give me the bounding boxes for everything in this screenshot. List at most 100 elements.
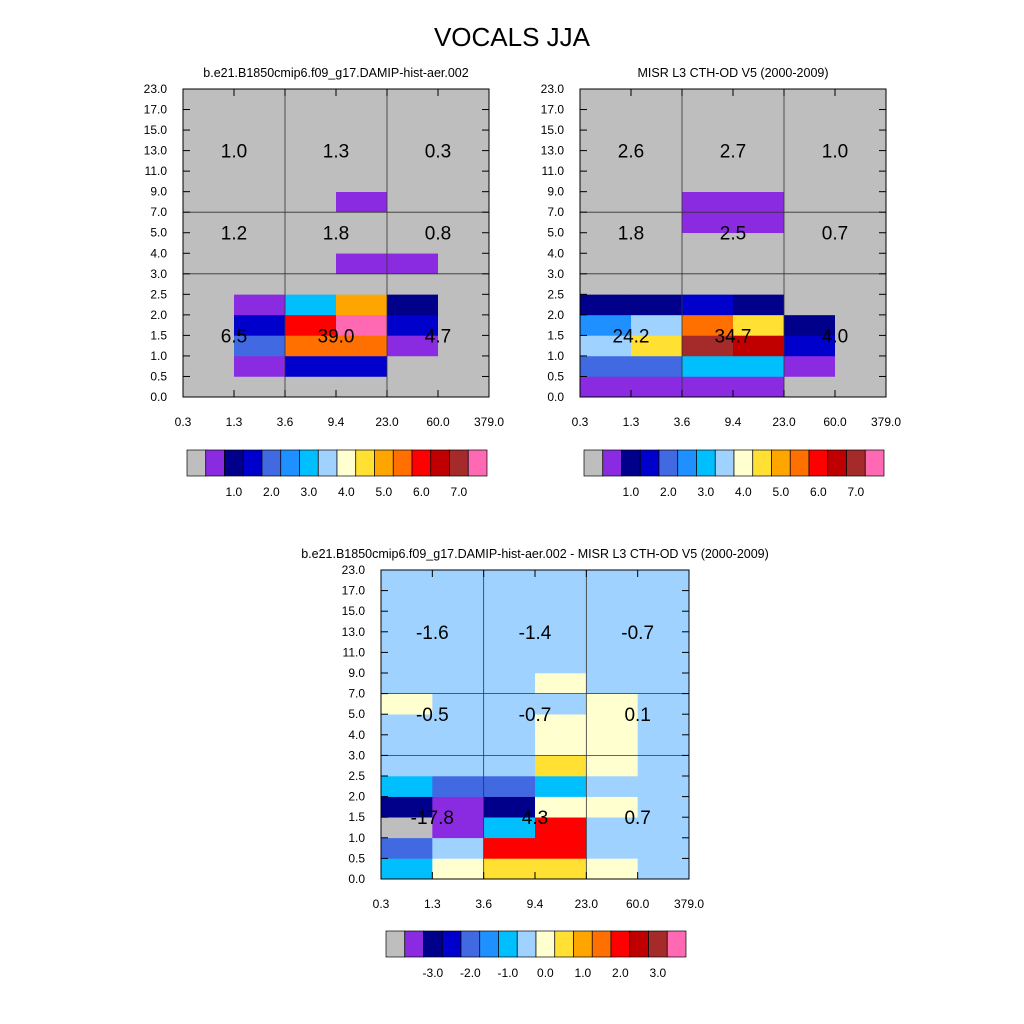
y-tick-label: 0.5 <box>348 851 365 865</box>
figure-title: VOCALS JJA <box>434 22 591 52</box>
colorbar-label: 2.0 <box>612 966 629 980</box>
x-tick-label: 3.6 <box>277 415 294 429</box>
heatmap-cell <box>631 273 683 295</box>
heatmap-cell <box>682 376 734 398</box>
colorbar-label: 2.0 <box>263 485 280 499</box>
heatmap-cell <box>580 376 632 398</box>
heatmap-cell <box>432 858 484 880</box>
region-value-label: 4.0 <box>822 326 848 347</box>
heatmap-cell <box>438 150 490 172</box>
heatmap-cell <box>387 355 439 377</box>
heatmap-cell <box>682 335 734 357</box>
heatmap-cell <box>784 376 836 398</box>
x-tick-label: 1.3 <box>226 415 243 429</box>
region-value-label: -0.5 <box>416 705 449 726</box>
heatmap-cell <box>381 631 433 653</box>
heatmap-cell <box>336 253 388 275</box>
colorbar-swatch <box>621 449 641 477</box>
heatmap-cell <box>387 109 439 131</box>
colorbar-swatch <box>808 449 829 477</box>
y-tick-label: 1.0 <box>547 349 564 363</box>
x-tick-label: 3.6 <box>674 415 691 429</box>
heatmap-cell <box>483 611 536 633</box>
colorbar-label: 4.0 <box>338 485 355 499</box>
heatmap-cell <box>336 232 388 254</box>
heatmap-cell <box>285 212 337 234</box>
heatmap-cell <box>432 817 484 839</box>
heatmap-cell <box>381 652 433 674</box>
heatmap-cell <box>387 150 439 172</box>
heatmap-cell <box>580 191 632 213</box>
colorbar-swatch <box>733 449 754 477</box>
heatmap-cell <box>586 673 638 694</box>
colorbar-swatch <box>629 930 649 958</box>
heatmap-cell <box>387 130 439 151</box>
heatmap-cell <box>835 355 887 377</box>
heatmap-cell <box>733 314 785 336</box>
heatmap-cell <box>631 314 683 336</box>
y-tick-label: 2.5 <box>150 287 167 301</box>
y-tick-label: 1.5 <box>348 810 365 824</box>
x-tick-label: 60.0 <box>626 897 650 911</box>
heatmap-cell <box>438 273 490 295</box>
heatmap-cell <box>784 109 836 131</box>
heatmap-cell <box>381 570 433 591</box>
colorbar-swatch <box>261 449 282 477</box>
y-tick-label: 13.0 <box>541 144 565 158</box>
heatmap-cell <box>835 89 887 110</box>
heatmap-cell <box>580 355 632 377</box>
colorbar-label: 5.0 <box>773 485 790 499</box>
colorbar-label: 1.0 <box>226 485 243 499</box>
heatmap-cell <box>183 89 235 110</box>
y-tick-label: 3.0 <box>547 267 564 281</box>
colorbar-label: 1.0 <box>623 485 640 499</box>
heatmap-cell <box>285 335 337 357</box>
heatmap-cell <box>381 590 433 612</box>
heatmap-cell <box>682 294 734 316</box>
heatmap-cell <box>586 714 638 736</box>
heatmap-cell <box>438 191 490 213</box>
heatmap-cell <box>835 109 887 131</box>
heatmap-cell <box>580 109 632 131</box>
region-value-label: -17.8 <box>411 808 454 829</box>
heatmap-cell <box>535 590 587 612</box>
heatmap-cell <box>381 611 433 633</box>
heatmap-cell <box>580 273 632 295</box>
heatmap-cell <box>381 755 433 777</box>
y-tick-label: 0.5 <box>150 369 167 383</box>
heatmap-cell <box>733 130 785 151</box>
heatmap-cell <box>387 212 439 234</box>
heatmap-cell <box>285 294 337 316</box>
heatmap-cell <box>682 130 734 151</box>
y-tick-label: 1.5 <box>547 328 564 342</box>
heatmap-cell <box>835 150 887 172</box>
heatmap-cell <box>234 212 286 234</box>
heatmap-cell <box>733 335 785 357</box>
y-tick-label: 5.0 <box>150 226 167 240</box>
heatmap-cell <box>835 273 887 295</box>
heatmap-cell <box>483 673 536 694</box>
heatmap-cell <box>285 150 337 172</box>
y-tick-label: 9.0 <box>150 185 167 199</box>
colorbar-swatch <box>385 930 406 958</box>
colorbar-swatch <box>677 449 697 477</box>
heatmap-cell <box>336 150 388 172</box>
heatmap-cell <box>586 817 638 839</box>
region-value-label: 1.0 <box>221 142 247 163</box>
heatmap-cell <box>336 355 388 377</box>
heatmap-cell <box>835 335 887 357</box>
heatmap-cell <box>637 858 690 880</box>
heatmap-cell <box>285 171 337 192</box>
heatmap-cell <box>631 171 683 192</box>
heatmap-cell <box>234 314 286 336</box>
heatmap-cell <box>285 89 337 110</box>
colorbar-swatch <box>573 930 593 958</box>
heatmap-cell <box>637 631 690 653</box>
heatmap-cell <box>483 796 536 818</box>
y-tick-label: 2.0 <box>547 308 564 322</box>
heatmap-cell <box>631 376 683 398</box>
heatmap-cell <box>535 858 587 880</box>
heatmap-cell <box>682 109 734 131</box>
heatmap-cell <box>438 335 490 357</box>
heatmap-cell <box>784 212 836 234</box>
